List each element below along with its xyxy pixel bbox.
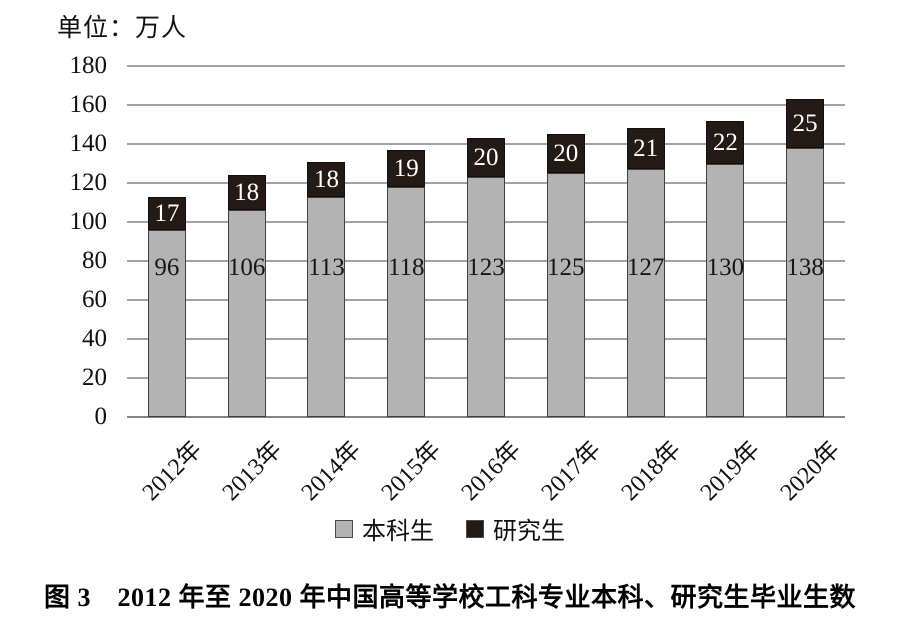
undergrad-bar-segment <box>227 210 266 417</box>
y-tick-label: 60 <box>82 286 107 313</box>
undergrad-value-label: 130 <box>706 254 745 281</box>
grad-bar-segment: 21 <box>626 128 665 170</box>
undergrad-bar-segment <box>307 196 346 417</box>
bar-group: 18 106 2013年 <box>207 66 287 506</box>
grad-value-label: 20 <box>473 144 499 172</box>
x-axis-line <box>127 416 845 418</box>
grad-bar-segment: 20 <box>467 138 506 178</box>
gridline <box>127 65 845 67</box>
grad-bar-segment: 20 <box>546 134 585 174</box>
undergrad-value-label: 138 <box>786 254 824 281</box>
grad-value-label: 25 <box>792 110 818 138</box>
x-axis-year-label: 2020年 <box>775 436 846 506</box>
x-axis-year-label: 2014年 <box>297 436 367 506</box>
bar-group: 22 130 2019年 <box>685 66 765 506</box>
undergrad-bar-segment <box>467 177 506 417</box>
legend: 本科生 研究生 <box>0 511 900 546</box>
bar-group: 17 96 2012年 <box>127 66 207 506</box>
y-tick-label: 0 <box>94 403 108 430</box>
y-tick-label: 40 <box>82 325 107 352</box>
undergrad-value-label: 125 <box>547 254 585 281</box>
figure-caption: 图 3 2012 年至 2020 年中国高等学校工科专业本科、研究生毕业生数 <box>43 583 856 612</box>
undergrad-value-label: 118 <box>387 254 425 281</box>
undergrad-value-label: 123 <box>467 254 505 281</box>
grad-value-label: 18 <box>234 179 260 207</box>
grad-bar-segment: 17 <box>147 196 186 230</box>
x-axis-year-label: 2013年 <box>217 436 287 506</box>
plot-area: 17 96 2012年 18 106 2013年 18 113 2014年 19 118 2015年 2… <box>127 65 845 506</box>
x-axis-year-label: 2012年 <box>137 436 207 506</box>
gray-square-icon <box>335 519 353 538</box>
grad-bar-segment: 22 <box>706 120 745 164</box>
undergrad-value-label: 113 <box>308 254 345 281</box>
y-tick-label: 100 <box>69 208 108 235</box>
y-tick-label: 140 <box>69 130 108 157</box>
legend-item: 本科生 <box>335 511 434 546</box>
undergrad-bar-segment <box>706 163 745 417</box>
y-tick-label: 180 <box>69 52 108 79</box>
y-tick-label: 120 <box>69 169 108 196</box>
black-square-icon <box>466 519 484 538</box>
bar-group: 20 125 2017年 <box>526 66 606 506</box>
grad-bar-segment: 25 <box>786 99 825 148</box>
grad-bar-segment: 18 <box>227 175 266 211</box>
grad-value-label: 18 <box>313 165 339 193</box>
undergrad-bar-segment <box>387 186 426 417</box>
legend-label: 研究生 <box>493 519 565 545</box>
unit-label: 单位：万人 <box>57 15 188 42</box>
grad-value-label: 17 <box>154 199 180 227</box>
bars-container: 17 96 2012年 18 106 2013年 18 113 2014年 19 118 2015年 2… <box>127 66 845 506</box>
undergrad-bar-segment <box>147 229 186 417</box>
undergrad-bar-segment <box>626 169 665 417</box>
undergrad-value-label: 127 <box>626 254 665 281</box>
y-tick-label: 80 <box>82 247 107 274</box>
grad-value-label: 22 <box>712 128 738 156</box>
bar-group: 19 118 2015年 <box>366 66 446 506</box>
grad-value-label: 20 <box>553 140 579 168</box>
undergrad-bar-segment <box>786 147 825 417</box>
legend-label: 本科生 <box>362 519 434 545</box>
grad-value-label: 21 <box>633 135 659 163</box>
undergrad-value-label: 96 <box>154 254 180 281</box>
bar-group: 18 113 2014年 <box>287 66 366 506</box>
x-axis-year-label: 2018年 <box>616 436 686 506</box>
gridline <box>127 104 845 106</box>
bar-group: 20 123 2016年 <box>446 66 526 506</box>
grad-bar-segment: 18 <box>307 161 346 197</box>
x-axis-year-label: 2019年 <box>696 436 766 506</box>
grad-bar-segment: 19 <box>387 149 426 187</box>
y-tick-label: 20 <box>82 364 107 391</box>
bar-group: 21 127 2018年 <box>606 66 686 506</box>
undergrad-bar-segment <box>546 173 585 417</box>
y-tick-label: 160 <box>69 91 108 118</box>
x-axis-year-label: 2017年 <box>536 436 606 506</box>
bar-group: 25 138 2020年 <box>765 66 845 506</box>
undergrad-value-label: 106 <box>227 254 266 281</box>
legend-item: 研究生 <box>466 511 565 546</box>
x-axis-year-label: 2015年 <box>376 436 447 506</box>
grad-value-label: 19 <box>393 154 419 182</box>
x-axis-year-label: 2016年 <box>456 436 527 506</box>
